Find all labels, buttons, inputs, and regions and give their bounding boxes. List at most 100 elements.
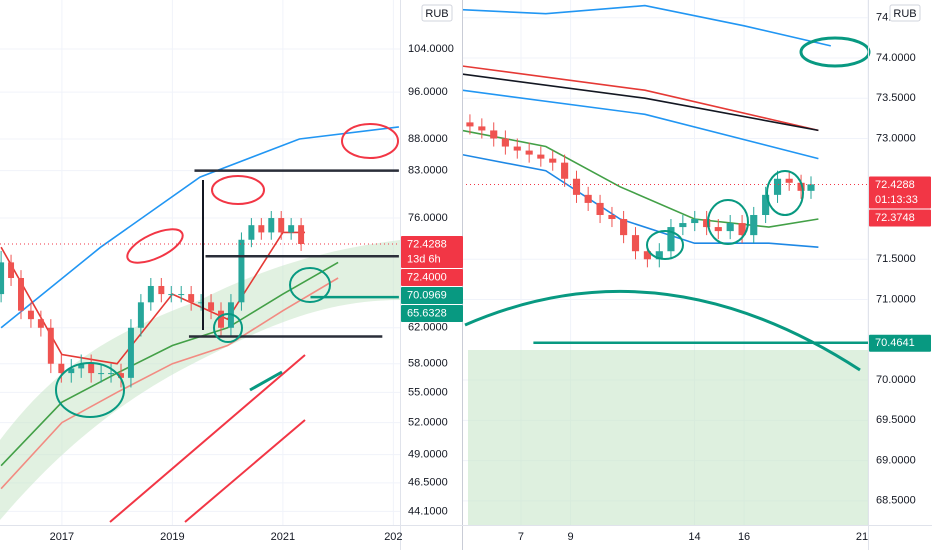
- y-tick-label: 46.5000: [408, 477, 448, 489]
- price-badge-label: 72.4000: [407, 271, 447, 283]
- candle-body: [248, 225, 255, 240]
- candle-body: [58, 363, 65, 374]
- indicator-line: [0, 277, 339, 490]
- candle-body: [549, 158, 557, 163]
- candle-body: [537, 154, 545, 159]
- x-tick-label: 16: [738, 531, 750, 543]
- drawing-ellipse: [766, 170, 804, 216]
- candle-body: [288, 225, 295, 233]
- y-tick-label: 104.0000: [408, 43, 454, 55]
- candle-body: [47, 327, 54, 364]
- x-tick-label: 14: [688, 531, 700, 543]
- candle-body: [478, 126, 486, 131]
- y-tick-label: 69.0000: [876, 454, 916, 466]
- candle-body: [178, 294, 185, 296]
- price-badge: [869, 209, 931, 227]
- candle-body: [667, 227, 675, 252]
- indicator-line: [462, 73, 819, 132]
- price-badge-label: 70.0969: [407, 289, 447, 301]
- drawing-arc: [464, 289, 861, 372]
- drawing-ellipse: [646, 230, 684, 260]
- candle-body: [643, 251, 651, 260]
- candle-body: [127, 327, 134, 378]
- candle-body: [596, 202, 604, 215]
- candle-body: [298, 225, 305, 244]
- indicator-line: [462, 65, 819, 132]
- candle-body: [584, 194, 592, 203]
- indicator-line: [0, 261, 339, 467]
- y-tick-label: 74.0000: [876, 52, 916, 64]
- candle-body: [572, 178, 581, 195]
- candle-body: [18, 277, 24, 311]
- candle-body: [513, 146, 521, 151]
- candle-body: [501, 138, 509, 147]
- price-badge: [869, 334, 931, 352]
- candle-body: [37, 319, 44, 328]
- candle-body: [726, 223, 734, 232]
- candle-body: [208, 302, 215, 311]
- y-tick-label: 70.0000: [876, 374, 916, 386]
- drawing-ellipse: [341, 123, 399, 159]
- currency-tag: RUB: [425, 8, 448, 20]
- candle-body: [797, 182, 805, 191]
- candle-body: [88, 363, 95, 374]
- candle-body: [0, 262, 5, 295]
- x-tick-label: 2019: [160, 531, 184, 543]
- candle-body: [137, 302, 144, 328]
- candle-body: [785, 178, 793, 183]
- candle-body: [762, 194, 770, 215]
- indicator-line: [462, 4, 831, 47]
- y-tick-label: 71.0000: [876, 293, 916, 305]
- drawing-ellipse: [213, 313, 243, 343]
- currency-tag-box: [421, 4, 453, 22]
- price-badge: [401, 235, 463, 268]
- y-tick-label: 76.0000: [408, 212, 448, 224]
- plot-area: [462, 4, 868, 344]
- price-badge-label: 72.4288: [875, 179, 915, 191]
- currency-tag: RUB: [893, 8, 916, 20]
- currency-tag-box: [889, 4, 921, 22]
- candle-body: [620, 219, 628, 236]
- y-tick-label: 49.0000: [408, 449, 448, 461]
- candle-body: [68, 368, 75, 374]
- candle-body: [27, 310, 34, 320]
- indicator-line: [0, 126, 399, 329]
- x-tick-label: 2017: [50, 531, 74, 543]
- drawing-line: [109, 354, 306, 523]
- indicator-line: [462, 89, 819, 160]
- candle-body: [679, 223, 687, 228]
- candle-body: [118, 373, 124, 378]
- price-badge-extra: 13d 6h: [407, 253, 441, 265]
- y-tick-label: 73.5000: [876, 92, 916, 104]
- candle-body: [691, 219, 699, 224]
- candle-body: [750, 214, 758, 236]
- drawing-ellipse: [289, 267, 331, 303]
- x-tick-label: 2021: [271, 531, 295, 543]
- candle-body: [268, 218, 275, 233]
- indicator-line: [462, 153, 819, 248]
- drawing-ellipse: [707, 199, 749, 245]
- y-tick-label: 83.0000: [408, 164, 448, 176]
- y-tick-label: 58.0000: [408, 358, 448, 370]
- price-badge-label: 72.3748: [875, 212, 915, 224]
- drawing-line: [249, 370, 283, 392]
- y-tick-label: 55.0000: [408, 386, 448, 398]
- candle-body: [158, 285, 165, 295]
- price-badge-label: 70.4641: [875, 337, 915, 349]
- y-tick-label: 96.0000: [408, 86, 448, 98]
- candle-body: [561, 162, 569, 179]
- candle-body: [466, 122, 474, 127]
- y-tick-label: 68.5000: [876, 495, 916, 507]
- candle-body: [258, 225, 265, 233]
- candle-body: [608, 214, 616, 220]
- y-tick-label: 62.0000: [408, 322, 448, 334]
- price-badge-label: 72.4288: [407, 238, 447, 250]
- candle-body: [773, 178, 782, 195]
- candle-body: [8, 262, 15, 278]
- candle-body: [807, 184, 815, 191]
- y-tick-label: 88.0000: [408, 133, 448, 145]
- candle-body: [738, 223, 746, 236]
- candle-body: [188, 294, 195, 303]
